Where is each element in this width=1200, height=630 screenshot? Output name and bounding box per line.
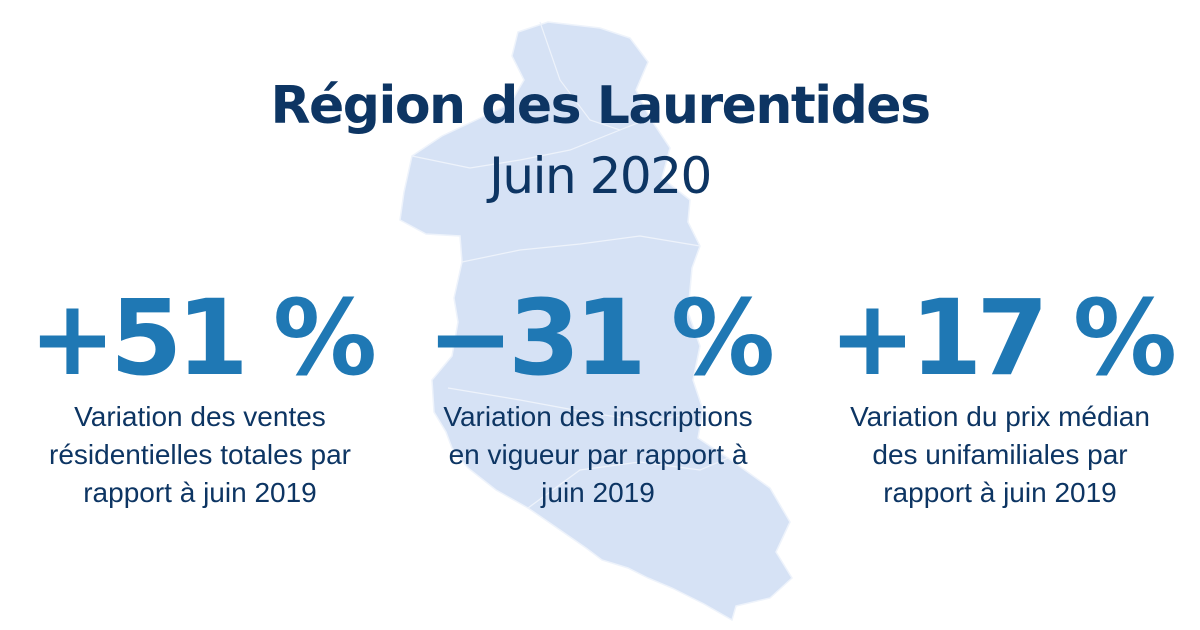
stat-value: −31 %: [426, 277, 775, 399]
page-title: Région des Laurentides: [270, 76, 931, 136]
stat-label-line: Variation des inscriptions: [443, 401, 753, 432]
stat-median-price: +17 % Variation du prix médian des unifa…: [800, 282, 1200, 512]
stat-label: Variation des ventes résidentielles tota…: [0, 398, 400, 512]
stat-label-line: résidentielles totales par: [49, 439, 351, 470]
page-subtitle: Juin 2020: [489, 147, 712, 205]
stat-value: +51 %: [28, 277, 377, 399]
stat-label-line: Variation du prix médian: [850, 401, 1150, 432]
region-map-boundary: [539, 21, 621, 131]
stat-listings: −31 % Variation des inscriptions en vigu…: [398, 282, 798, 512]
region-map-boundary: [447, 387, 704, 423]
region-map-boundary: [461, 235, 701, 263]
stat-label-line: des unifamiliales par: [872, 439, 1128, 470]
stat-label-line: rapport à juin 2019: [83, 477, 317, 508]
stat-label-line: juin 2019: [541, 477, 655, 508]
region-map-shape: [399, 21, 793, 622]
region-map-boundary: [411, 117, 651, 169]
stat-label: Variation des inscriptions en vigueur pa…: [398, 398, 798, 512]
stat-value: +17 %: [828, 277, 1177, 399]
stat-label: Variation du prix médian des unifamilial…: [800, 398, 1200, 512]
stat-label-line: Variation des ventes: [74, 401, 326, 432]
stat-label-line: rapport à juin 2019: [883, 477, 1117, 508]
stat-label-line: en vigueur par rapport à: [448, 439, 748, 470]
stat-sales: +51 % Variation des ventes résidentielle…: [0, 282, 400, 512]
region-map-boundary: [527, 457, 729, 509]
